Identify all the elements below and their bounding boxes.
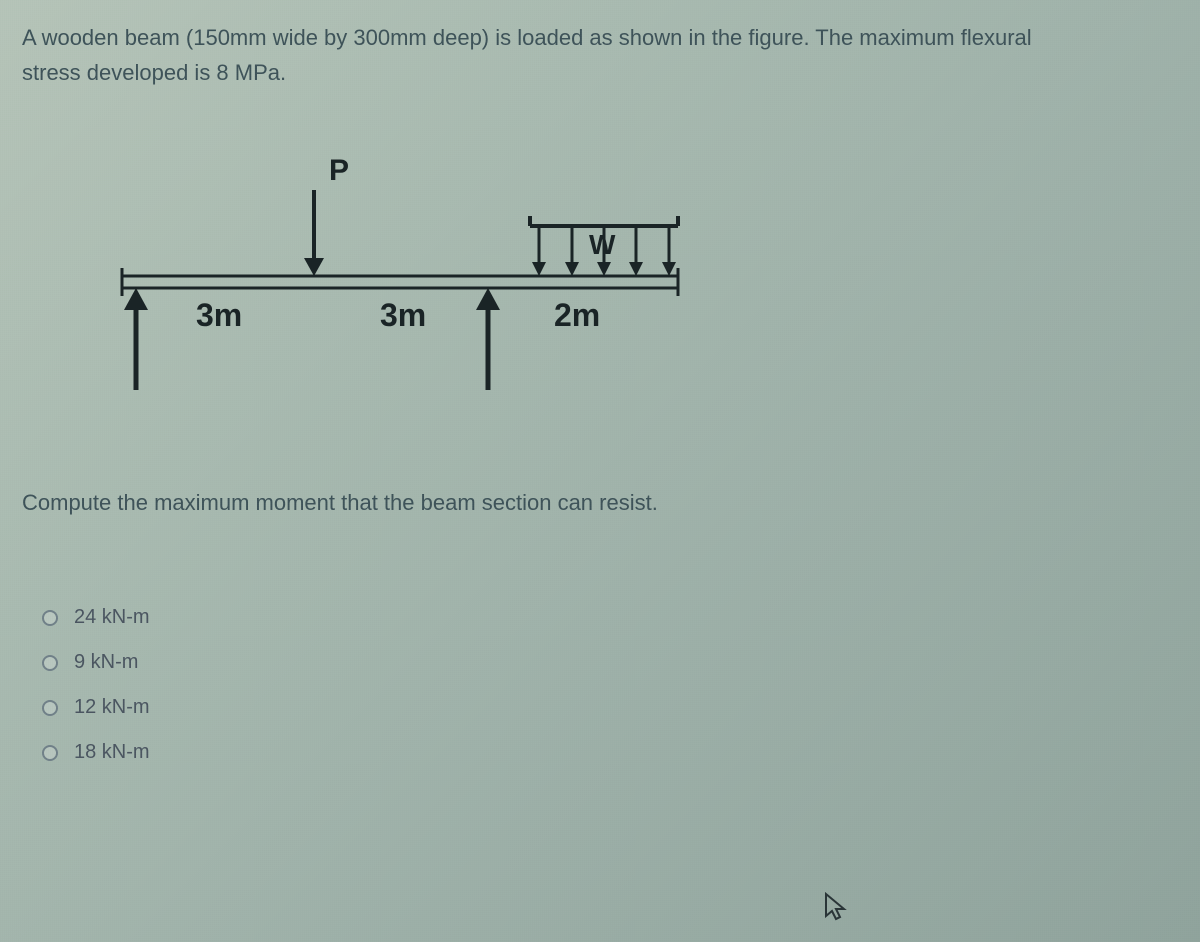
radio-icon[interactable] (42, 745, 58, 761)
question-line2: stress developed is 8 MPa. (22, 60, 286, 85)
instruction-text: Compute the maximum moment that the beam… (22, 490, 1178, 516)
options-list: 24 kN-m 9 kN-m 12 kN-m 18 kN-m (42, 606, 1178, 764)
beam-diagram: P W 3m 3m (104, 150, 704, 410)
option-2[interactable]: 9 kN-m (42, 651, 1178, 674)
radio-icon[interactable] (42, 655, 58, 671)
p-label: P (329, 154, 349, 187)
radio-icon[interactable] (42, 610, 58, 626)
diagram-svg: P W 3m 3m (104, 150, 704, 410)
option-label: 18 kN-m (74, 741, 150, 764)
radio-icon[interactable] (42, 700, 58, 716)
option-3[interactable]: 12 kN-m (42, 696, 1178, 719)
question-line1: A wooden beam (150mm wide by 300mm deep)… (22, 25, 1032, 50)
option-4[interactable]: 18 kN-m (42, 741, 1178, 764)
question-text: A wooden beam (150mm wide by 300mm deep)… (22, 20, 1178, 90)
option-label: 24 kN-m (74, 606, 150, 629)
option-1[interactable]: 24 kN-m (42, 606, 1178, 629)
option-label: 9 kN-m (74, 651, 138, 674)
span2-label: 3m (380, 297, 426, 333)
option-label: 12 kN-m (74, 696, 150, 719)
span1-label: 3m (196, 297, 242, 333)
w-label: W (589, 229, 616, 260)
cursor-icon (822, 892, 850, 922)
span3-label: 2m (554, 297, 600, 333)
